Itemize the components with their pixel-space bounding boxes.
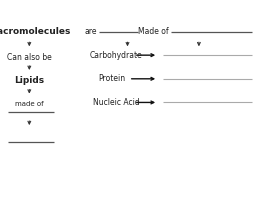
Text: Can also be: Can also be <box>7 53 52 62</box>
Text: Lipids: Lipids <box>14 76 44 85</box>
Text: are: are <box>84 27 97 36</box>
Text: Macromolecules: Macromolecules <box>0 27 70 36</box>
Text: Made of: Made of <box>137 27 168 36</box>
Text: made of: made of <box>15 101 43 107</box>
Text: Carbohydrate: Carbohydrate <box>89 51 142 60</box>
Text: Nucleic Acid: Nucleic Acid <box>92 98 139 107</box>
Text: Protein: Protein <box>98 74 125 83</box>
